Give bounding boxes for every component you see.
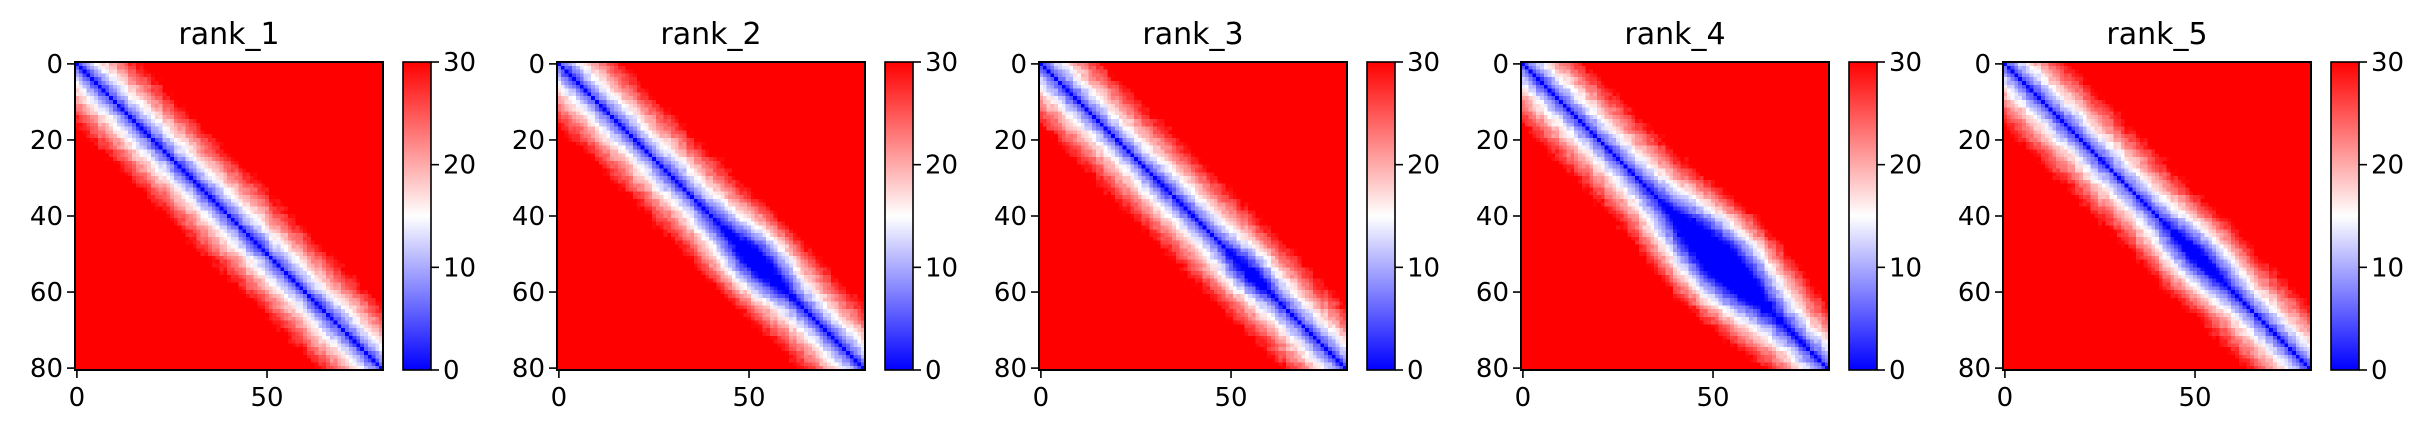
colorbar-tick-label: 10 — [1889, 253, 1922, 283]
colorbar-tick-label: 30 — [1889, 48, 1922, 78]
y-tick-label: 40 — [30, 202, 63, 232]
colorbar-tick-label: 20 — [443, 151, 476, 181]
x-tick-label: 0 — [1997, 383, 2014, 413]
y-tick-label: 80 — [1958, 354, 1991, 384]
y-tick-label: 80 — [994, 354, 1027, 384]
y-tick-label: 80 — [1476, 354, 1509, 384]
y-tick-label: 20 — [512, 126, 545, 156]
colorbar-tick-label: 30 — [2371, 48, 2404, 78]
panel-title: rank_3 — [1142, 17, 1243, 52]
x-tick-label: 0 — [69, 383, 86, 413]
colorbar-tick-label: 20 — [1407, 151, 1440, 181]
y-tick-label: 60 — [1476, 278, 1509, 308]
colorbar-tick-label: 10 — [2371, 253, 2404, 283]
y-tick-label: 0 — [1010, 50, 1027, 80]
x-tick-label: 50 — [1214, 383, 1247, 413]
heatmap-image — [557, 62, 865, 370]
colorbar-tick-label: 10 — [443, 253, 476, 283]
colorbar — [1848, 61, 1878, 371]
y-tick-label: 40 — [512, 202, 545, 232]
y-tick-label: 20 — [1476, 126, 1509, 156]
x-tick-label: 50 — [2178, 383, 2211, 413]
colorbar-tick-label: 30 — [443, 48, 476, 78]
colorbar-tick-label: 0 — [925, 356, 942, 386]
y-tick-label: 60 — [512, 278, 545, 308]
y-tick-label: 0 — [1492, 50, 1509, 80]
colorbar-tick-label: 20 — [1889, 151, 1922, 181]
heatmap-image — [1521, 62, 1829, 370]
x-tick-label: 0 — [1515, 383, 1532, 413]
y-tick-label: 20 — [30, 126, 63, 156]
y-tick-label: 60 — [994, 278, 1027, 308]
colorbar-tick-label: 0 — [1889, 356, 1906, 386]
colorbar — [1366, 61, 1396, 371]
y-tick-label: 0 — [1974, 50, 1991, 80]
colorbar-tick-label: 20 — [2371, 151, 2404, 181]
y-tick-label: 0 — [528, 50, 545, 80]
colorbar-tick-label: 0 — [2371, 356, 2388, 386]
y-tick-label: 60 — [1958, 278, 1991, 308]
heatmap-image — [1039, 62, 1347, 370]
colorbar-tick-label: 20 — [925, 151, 958, 181]
colorbar-tick-label: 10 — [925, 253, 958, 283]
panel-title: rank_4 — [1624, 17, 1725, 52]
colorbar-tick-label: 0 — [1407, 356, 1424, 386]
heatmap-image — [75, 62, 383, 370]
colorbar — [884, 61, 914, 371]
panel-title: rank_1 — [178, 17, 279, 52]
colorbar-tick-label: 0 — [443, 356, 460, 386]
x-tick-label: 0 — [1033, 383, 1050, 413]
colorbar-tick-label: 30 — [925, 48, 958, 78]
colorbar — [402, 61, 432, 371]
x-tick-label: 50 — [732, 383, 765, 413]
y-tick-label: 80 — [512, 354, 545, 384]
y-tick-label: 20 — [1958, 126, 1991, 156]
y-tick-label: 0 — [46, 50, 63, 80]
heatmap-image — [2003, 62, 2311, 370]
colorbar-tick-label: 10 — [1407, 253, 1440, 283]
y-tick-label: 80 — [30, 354, 63, 384]
x-tick-label: 50 — [1696, 383, 1729, 413]
panel-title: rank_5 — [2106, 17, 2207, 52]
y-tick-label: 40 — [1476, 202, 1509, 232]
colorbar-tick-label: 30 — [1407, 48, 1440, 78]
y-tick-label: 60 — [30, 278, 63, 308]
x-tick-label: 50 — [250, 383, 283, 413]
y-tick-label: 20 — [994, 126, 1027, 156]
panel-title: rank_2 — [660, 17, 761, 52]
x-tick-label: 0 — [551, 383, 568, 413]
y-tick-label: 40 — [1958, 202, 1991, 232]
y-tick-label: 40 — [994, 202, 1027, 232]
colorbar — [2330, 61, 2360, 371]
